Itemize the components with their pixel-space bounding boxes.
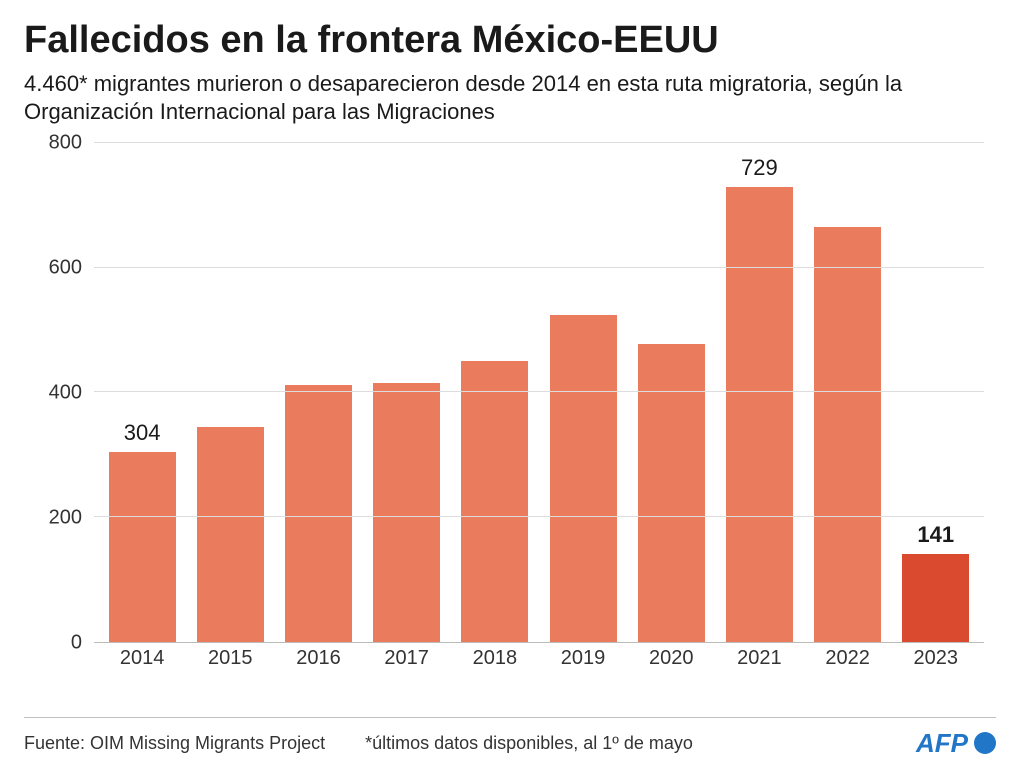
footer: Fuente: OIM Missing Migrants Project *úl…: [24, 717, 996, 759]
footnote-text: *últimos datos disponibles, al 1º de may…: [365, 733, 693, 754]
x-tick-label: 2014: [120, 647, 165, 670]
bar-wrap: 2020: [627, 143, 715, 642]
x-tick-label: 2015: [208, 647, 253, 670]
grid-line: [94, 267, 984, 268]
plot-area: 3042014201520162017201820192020729202120…: [94, 143, 984, 643]
y-tick-label: 800: [49, 131, 82, 154]
bar-value-label: 304: [124, 420, 161, 446]
chart-area: 0200400600800 30420142015201620172018201…: [24, 143, 994, 673]
bar: [814, 227, 881, 642]
y-axis: 0200400600800: [24, 143, 94, 643]
x-tick-label: 2021: [737, 647, 782, 670]
grid-line: [94, 391, 984, 392]
bars-container: 3042014201520162017201820192020729202120…: [94, 143, 984, 642]
y-tick-label: 0: [71, 631, 82, 654]
grid-line: [94, 142, 984, 143]
x-tick-label: 2023: [914, 647, 959, 670]
bar-wrap: 3042014: [98, 143, 186, 642]
bar: [373, 383, 440, 642]
footer-text: Fuente: OIM Missing Migrants Project *úl…: [24, 733, 693, 754]
bar: [902, 554, 969, 642]
x-tick-label: 2022: [825, 647, 870, 670]
x-tick-label: 2017: [384, 647, 429, 670]
y-tick-label: 600: [49, 256, 82, 279]
bar: [638, 344, 705, 642]
bar-value-label: 729: [741, 155, 778, 181]
bar: [285, 385, 352, 642]
x-tick-label: 2019: [561, 647, 606, 670]
chart-subtitle: 4.460* migrantes murieron o desaparecier…: [24, 70, 996, 127]
bar-wrap: 7292021: [715, 143, 803, 642]
x-tick-label: 2016: [296, 647, 341, 670]
bar-wrap: 1412023: [892, 143, 980, 642]
bar: [726, 187, 793, 642]
bar: [197, 427, 264, 642]
afp-logo-text: AFP: [916, 728, 968, 759]
bar-wrap: 2018: [451, 143, 539, 642]
chart-title: Fallecidos en la frontera México-EEUU: [24, 20, 996, 62]
afp-logo-circle-icon: [974, 732, 996, 754]
bar: [550, 315, 617, 642]
bar-value-label: 141: [917, 522, 954, 548]
x-tick-label: 2018: [473, 647, 518, 670]
x-tick-label: 2020: [649, 647, 694, 670]
grid-line: [94, 516, 984, 517]
bar-wrap: 2019: [539, 143, 627, 642]
y-tick-label: 200: [49, 506, 82, 529]
bar-wrap: 2017: [363, 143, 451, 642]
bar: [461, 361, 528, 642]
bar-wrap: 2016: [274, 143, 362, 642]
y-tick-label: 400: [49, 381, 82, 404]
afp-logo: AFP: [916, 728, 996, 759]
bar: [109, 452, 176, 642]
bar-wrap: 2015: [186, 143, 274, 642]
source-text: Fuente: OIM Missing Migrants Project: [24, 733, 325, 754]
bar-wrap: 2022: [804, 143, 892, 642]
